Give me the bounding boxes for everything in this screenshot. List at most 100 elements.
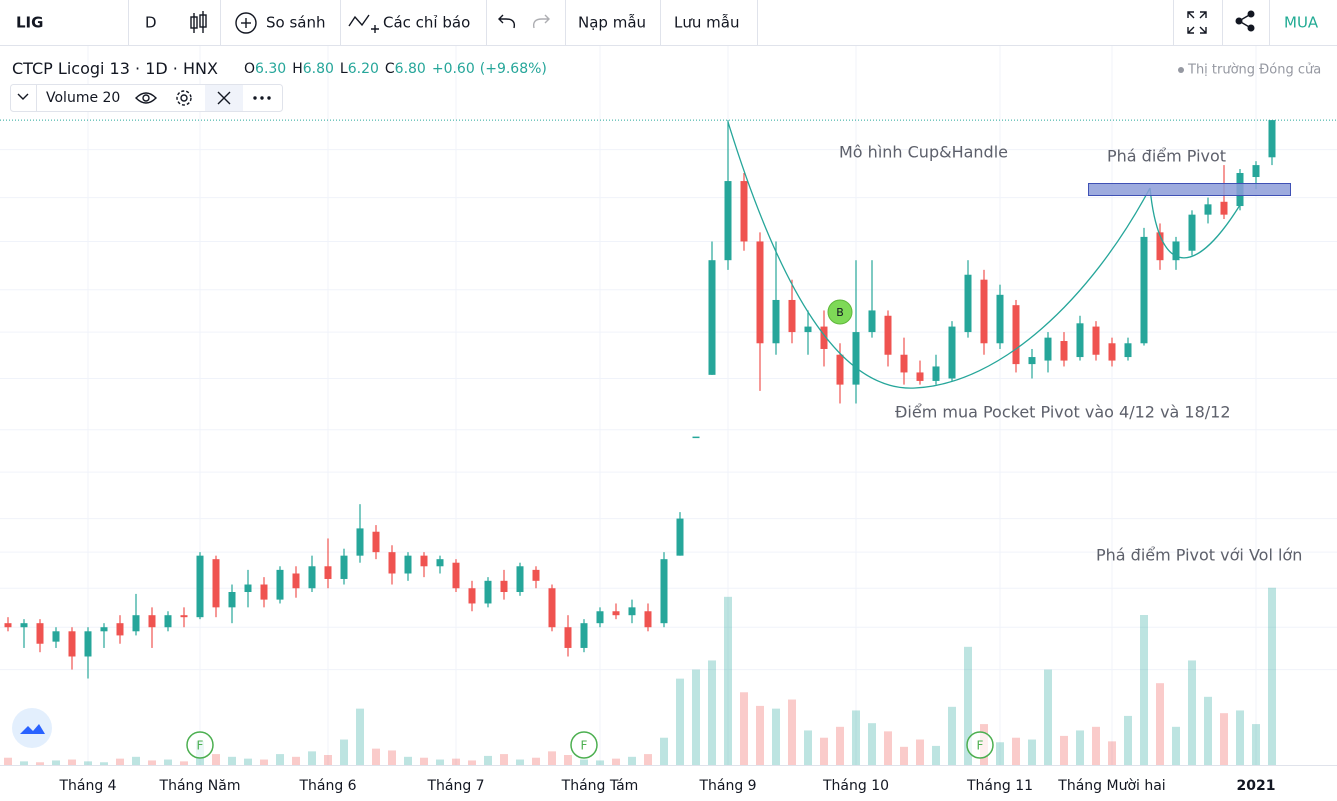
candle-body [436,559,444,567]
candle-body [948,326,956,379]
x-tick-label: Tháng Năm [159,778,241,794]
candle-body [1044,337,1052,361]
volume-bar [612,758,620,765]
volume-bar [516,759,524,765]
candle-body [228,592,236,608]
candle-body [516,566,524,593]
ohlc-label: C [385,61,395,77]
remove-button[interactable] [217,91,231,105]
ohlc-value: 6.20 [348,61,379,77]
event-marker[interactable] [966,731,994,759]
redo-button[interactable] [532,14,550,29]
volume-bar [340,739,348,765]
event-marker[interactable] [186,731,214,759]
logo[interactable] [12,708,52,748]
share-button[interactable] [1235,10,1255,32]
volume-bar [68,759,76,765]
fullscreen-button[interactable] [1187,11,1207,34]
buy-marker[interactable] [827,299,853,325]
candle-body [596,611,604,624]
volume-bar [628,756,636,765]
volume-bar [1204,696,1212,765]
volume-bar [996,742,1004,765]
volume-bar [1172,726,1180,765]
volume-bar [468,760,476,765]
candle-body [1028,357,1036,365]
candle-body [148,615,156,628]
candle-body [324,566,332,579]
toolbar [0,0,1337,45]
candle-body [260,584,268,600]
candle-body [772,299,780,344]
indicators-button[interactable]: Các chỉ báo [383,14,470,32]
annotation: Mô hình Cup&Handle [839,143,1008,162]
volume-bar [1028,739,1036,765]
x-tick-label: Tháng 6 [298,778,356,794]
candle-body [1012,305,1020,365]
volume-bar [1252,724,1260,765]
volume-bar [132,756,140,765]
interval-button[interactable]: D [145,14,157,32]
undo-button[interactable] [498,14,516,29]
candle-body [676,518,684,556]
candle-body [1092,326,1100,355]
load-template-button[interactable]: Nạp mẫu [578,14,646,32]
exchange: HNX [183,59,218,78]
ohlc-value: 6.80 [303,61,334,77]
symbol[interactable]: LIG [16,14,43,32]
candle-body [52,631,60,642]
volume-bar [836,726,844,765]
volume-bar [580,759,588,765]
volume-bar [916,739,924,765]
candle-body [212,559,220,608]
candle-body [916,372,924,381]
collapse-button[interactable] [17,93,29,100]
volume-bar [964,646,972,765]
candle-body [68,631,76,657]
buy-marker-label: B [836,306,844,319]
indicator-icon[interactable] [348,14,379,33]
buy-button[interactable]: MUA [1284,14,1319,32]
candle-body [1172,241,1180,261]
candle-body [788,299,796,333]
volume-bar [596,760,604,765]
candle-body [804,326,812,333]
candle-body [1252,165,1260,178]
ohlc-values: O6.30 H6.80 L6.20 C6.80 +0.60 (+9.68%) [244,61,547,77]
candle-body [244,584,252,593]
chart-style-button[interactable] [190,11,207,33]
save-template-button[interactable]: Lưu mẫu [674,14,739,32]
candle-body [340,555,348,579]
candle-body [868,310,876,333]
x-tick-label: Tháng 7 [426,778,484,794]
annotation: Phá điểm Pivot [1107,147,1226,166]
volume-bar [164,759,172,765]
candle-body [196,555,204,618]
more-button[interactable] [253,96,271,100]
candle-body [900,354,908,373]
volume-bar [564,755,572,765]
candle-body [1140,236,1148,344]
visibility-button[interactable] [135,92,157,104]
ohlc-label: H [292,61,303,77]
candle-body [1124,343,1132,358]
event-marker[interactable] [570,731,598,759]
candle-body [1204,204,1212,215]
candle-body [372,531,380,553]
ohlc-label: O [244,61,255,77]
compare-icon[interactable] [235,12,257,34]
candle-body [356,528,364,556]
candle-body [468,588,476,604]
volume-bar [404,756,412,765]
volume-bar [436,759,444,765]
compare-button[interactable]: So sánh [266,14,326,32]
settings-button[interactable] [176,90,192,106]
volume-bar [1076,730,1084,765]
volume-bar [244,758,252,765]
volume-bar [324,755,332,765]
event-marker-label: F [197,739,204,753]
candle-body [692,436,700,439]
volume-bar [884,731,892,765]
candle-body [292,573,300,589]
